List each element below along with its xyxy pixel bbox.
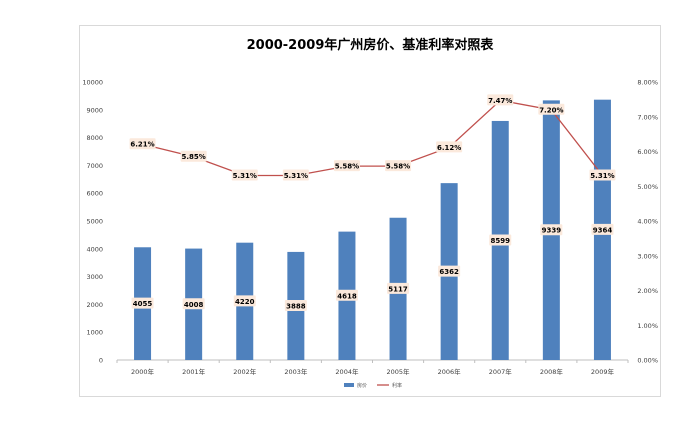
rate-data-label: 6.12%	[437, 144, 461, 152]
x-tick-label: 2002年	[233, 367, 257, 376]
bar-data-label: 4220	[235, 298, 255, 306]
y-right-tick-label: 4.00%	[637, 218, 658, 226]
x-tick-label: 2005年	[387, 367, 411, 376]
bar-label-bg	[387, 282, 410, 294]
rate-label-bg	[180, 150, 207, 162]
x-tick-label: 2000年	[131, 367, 155, 376]
rate-data-label: 7.47%	[488, 97, 512, 105]
x-tick-label: 2001年	[182, 367, 206, 376]
rate-label-bg	[231, 169, 258, 181]
rate-label-bg	[333, 160, 360, 172]
y-right-tick-label: 7.00%	[637, 113, 658, 121]
y-right-tick-label: 1.00%	[637, 322, 658, 330]
rate-label-bg	[589, 169, 616, 181]
rate-label-bg	[129, 138, 156, 150]
chart-title: 2000-2009年广州房价、基准利率对照表	[246, 38, 494, 53]
rate-data-label: 5.85%	[182, 153, 206, 161]
bar-data-label: 9364	[593, 226, 613, 234]
y-right-tick-label: 0.00%	[637, 357, 658, 365]
rate-label-bg	[282, 169, 309, 181]
y-left-tick-label: 1000	[86, 329, 103, 337]
legend-bar-swatch	[344, 383, 354, 387]
bar-label-bg	[284, 299, 307, 311]
bar-data-label: 4055	[133, 300, 153, 308]
bar-data-label: 8599	[491, 237, 511, 245]
rate-data-label: 6.21%	[130, 141, 154, 149]
bar-data-label: 9339	[542, 227, 562, 235]
rate-data-label: 5.31%	[590, 172, 614, 180]
y-left-tick-label: 3000	[86, 273, 103, 281]
bar-label-bg	[489, 234, 512, 246]
x-tick-label: 2003年	[284, 367, 308, 376]
chart-frame	[79, 25, 661, 397]
bar-label-bg	[182, 298, 205, 310]
y-left-tick-label: 4000	[86, 245, 103, 253]
y-left-tick-label: 0	[99, 357, 103, 365]
rate-label-bg	[487, 94, 514, 106]
rate-data-label: 5.58%	[386, 163, 410, 171]
y-left-tick-label: 8000	[86, 134, 103, 142]
y-right-tick-label: 2.00%	[637, 287, 658, 295]
rate-line	[142, 99, 603, 177]
bar-data-label: 4618	[337, 292, 357, 300]
y-right-tick-label: 3.00%	[637, 252, 658, 260]
x-tick-label: 2004年	[335, 367, 359, 376]
bar-data-label: 4008	[184, 301, 204, 309]
rate-data-label: 5.31%	[233, 172, 257, 180]
x-tick-label: 2006年	[438, 367, 462, 376]
bar-label-bg	[233, 295, 256, 307]
rate-label-bg	[538, 103, 565, 115]
legend-bar-label: 房价	[357, 382, 367, 389]
bar-label-bg	[540, 224, 563, 236]
y-left-tick-label: 5000	[86, 218, 103, 226]
y-left-tick-label: 6000	[86, 190, 103, 198]
bar-data-label: 3888	[286, 302, 306, 310]
y-left-tick-label: 2000	[86, 301, 103, 309]
y-right-tick-label: 6.00%	[637, 148, 658, 156]
bar-label-bg	[591, 223, 614, 235]
rate-data-label: 7.20%	[539, 106, 563, 114]
y-left-tick-label: 9000	[86, 106, 103, 114]
rate-data-label: 5.31%	[284, 172, 308, 180]
bar-label-bg	[335, 289, 358, 301]
rate-label-bg	[436, 141, 463, 153]
bar-data-label: 5117	[388, 285, 408, 293]
bar-data-label: 6362	[439, 268, 459, 276]
y-right-tick-label: 8.00%	[637, 79, 658, 87]
y-right-tick-label: 5.00%	[637, 183, 658, 191]
x-tick-label: 2008年	[540, 367, 564, 376]
y-left-tick-label: 7000	[86, 162, 103, 170]
legend-line-label: 利率	[392, 382, 402, 389]
bar-label-bg	[438, 265, 461, 277]
bar-label-bg	[131, 297, 154, 309]
x-tick-label: 2007年	[489, 367, 513, 376]
y-left-tick-label: 10000	[82, 79, 103, 87]
rate-label-bg	[385, 160, 412, 172]
x-tick-label: 2009年	[591, 367, 615, 376]
rate-data-label: 5.58%	[335, 163, 359, 171]
